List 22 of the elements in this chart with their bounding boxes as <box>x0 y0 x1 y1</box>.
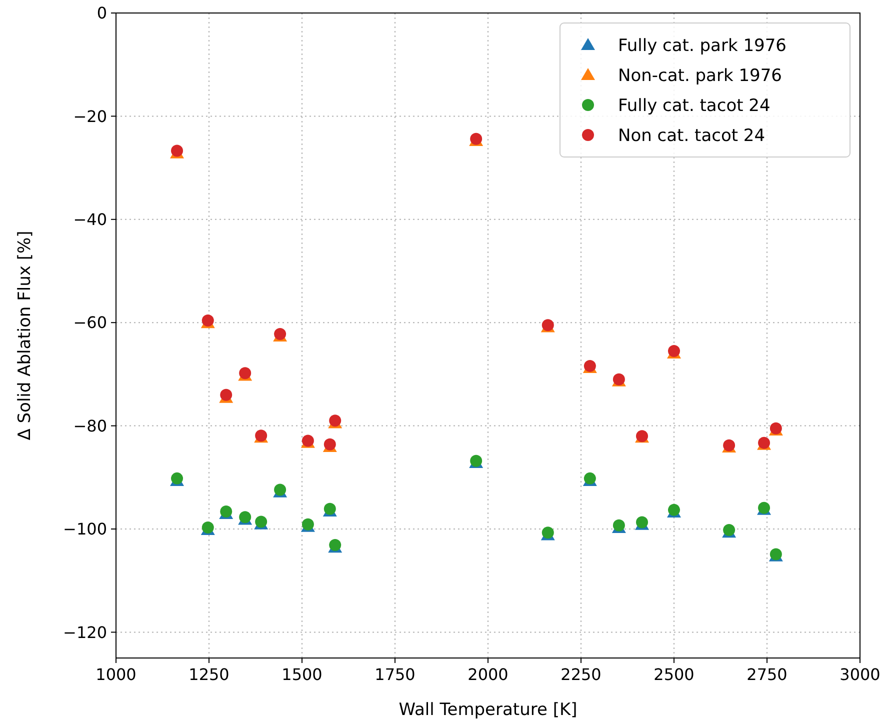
x-tick-label: 1500 <box>282 665 322 684</box>
legend-label: Fully cat. tacot 24 <box>618 96 770 116</box>
x-tick-label: 2500 <box>654 665 694 684</box>
x-tick-label: 1750 <box>374 665 416 684</box>
x-axis-title: Wall Temperature [K] <box>398 700 578 720</box>
legend-label: Non cat. tacot 24 <box>618 126 766 146</box>
legend-label: Non-cat. park 1976 <box>618 66 782 86</box>
x-tick-label: 2750 <box>746 665 788 684</box>
x-tick-label: 1250 <box>188 665 230 684</box>
y-tick-label: −20 <box>73 106 107 126</box>
x-tick-label: 3000 <box>840 665 880 684</box>
x-tick-label: 1000 <box>96 665 136 684</box>
y-axis-title: Δ Solid Ablation Flux [%] <box>15 230 35 440</box>
y-tick-label: −40 <box>73 210 107 229</box>
y-tick-label: −60 <box>73 313 107 332</box>
y-tick-label: −100 <box>63 520 107 539</box>
x-tick-label: 2250 <box>560 665 602 684</box>
y-tick-label: 0 <box>96 4 107 23</box>
y-tick-label: −80 <box>73 416 107 436</box>
y-tick-label: −120 <box>63 622 107 642</box>
legend-label: Fully cat. park 1976 <box>618 36 786 56</box>
x-tick-label: 2000 <box>468 665 508 684</box>
